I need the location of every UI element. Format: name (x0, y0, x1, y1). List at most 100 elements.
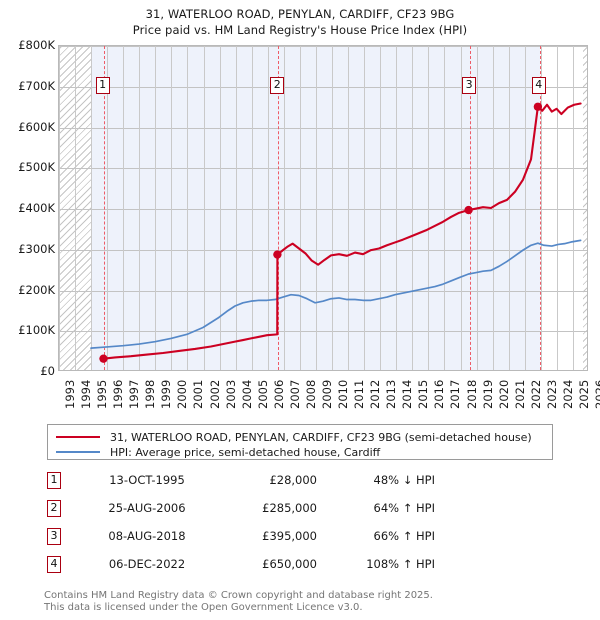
row-sale-price: £395,000 (262, 529, 317, 543)
transaction-point-marker[interactable] (533, 102, 543, 111)
gridline-vertical (300, 46, 301, 370)
x-axis-tick-label: 2004 (239, 379, 254, 409)
gridline-vertical (204, 46, 205, 370)
x-axis-tick-label: 2025 (576, 379, 591, 409)
x-axis-tick-label: 2021 (512, 379, 527, 409)
table-row[interactable]: 4 06-DEC-2022 £650,000 108% ↑ HPI (47, 554, 467, 582)
y-axis-tick-label: £700K (18, 78, 55, 93)
page-title: 31, WATERLOO ROAD, PENYLAN, CARDIFF, CF2… (0, 6, 600, 38)
y-axis-tick-label: £0 (40, 364, 55, 378)
footer-line-licence: This data is licensed under the Open Gov… (44, 602, 363, 613)
gridline-vertical (380, 46, 381, 370)
x-axis-tick-label: 2015 (416, 379, 431, 409)
event-badge-4[interactable]: 4 (531, 77, 546, 94)
gridline-vertical (187, 46, 188, 370)
x-axis-tick-label: 2009 (319, 379, 334, 409)
row-hpi-comparison: 66% ↑ HPI (373, 529, 435, 543)
x-axis-tick-label: 2014 (400, 379, 415, 409)
chart-legend: 31, WATERLOO ROAD, PENYLAN, CARDIFF, CF2… (47, 424, 553, 460)
x-axis-tick-label: 2024 (560, 379, 575, 409)
gridline-vertical (509, 46, 510, 370)
row-hpi-comparison: 108% ↑ HPI (366, 557, 435, 571)
x-axis-tick-label: 1994 (79, 379, 94, 409)
gridline-vertical (525, 46, 526, 370)
row-index-badge: 2 (47, 500, 61, 517)
x-axis-tick-label: 2002 (207, 379, 222, 409)
gridline-horizontal (59, 291, 587, 292)
x-axis-tick-label: 2001 (191, 379, 206, 409)
x-axis-tick-label: 2003 (223, 379, 238, 409)
gridline-vertical (59, 46, 60, 370)
event-badge-3[interactable]: 3 (462, 77, 477, 94)
y-axis-tick-label: £400K (18, 201, 55, 215)
title-line-address: 31, WATERLOO ROAD, PENYLAN, CARDIFF, CF2… (145, 7, 455, 21)
legend-label-hpi: HPI: Average price, semi-detached house,… (110, 445, 381, 459)
gridline-vertical (364, 46, 365, 370)
transaction-point-marker[interactable] (464, 205, 473, 215)
gridline-vertical (75, 46, 76, 370)
x-axis-tick-label: 2016 (432, 379, 447, 409)
gridline-vertical (171, 46, 172, 370)
x-axis-tick-label: 2017 (448, 379, 463, 409)
transaction-point-marker[interactable] (99, 354, 108, 363)
gridline-vertical (107, 46, 108, 370)
footer-line-copyright: Contains HM Land Registry data © Crown c… (44, 590, 433, 601)
gridline-horizontal (59, 168, 587, 169)
series-polyline (91, 240, 581, 348)
gridline-vertical (220, 46, 221, 370)
x-axis-tick-label: 2011 (352, 379, 367, 409)
legend-swatch-hpi (56, 451, 100, 453)
x-axis-tick-label: 1995 (95, 379, 110, 409)
event-badge-1[interactable]: 1 (95, 77, 110, 94)
x-axis-tick-label: 2026 (593, 379, 600, 409)
row-index-badge: 3 (47, 528, 61, 545)
row-sale-date: 25-AUG-2006 (108, 501, 186, 515)
row-sale-date: 13-OCT-1995 (109, 473, 185, 487)
table-row[interactable]: 1 13-OCT-1995 £28,000 48% ↓ HPI (47, 470, 467, 498)
x-axis-tick-label: 2005 (255, 379, 270, 409)
table-row[interactable]: 3 08-AUG-2018 £395,000 66% ↑ HPI (47, 526, 467, 554)
row-hpi-comparison: 64% ↑ HPI (373, 501, 435, 515)
row-index-badge: 1 (47, 472, 61, 489)
x-axis-tick-label: 2013 (384, 379, 399, 409)
gridline-vertical (91, 46, 92, 370)
gridline-horizontal (59, 331, 587, 332)
gridline-vertical (493, 46, 494, 370)
transaction-point-marker[interactable] (273, 250, 282, 259)
x-axis-tick-label: 2008 (303, 379, 318, 409)
table-row[interactable]: 2 25-AUG-2006 £285,000 64% ↑ HPI (47, 498, 467, 526)
x-axis-tick-label: 2022 (528, 379, 543, 409)
x-axis-tick-label: 2006 (271, 379, 286, 409)
gridline-vertical (123, 46, 124, 370)
chart-plot-area[interactable] (58, 45, 588, 371)
gridline-vertical (461, 46, 462, 370)
x-axis-tick-label: 2000 (175, 379, 190, 409)
y-axis-tick-label: £100K (18, 323, 55, 338)
legend-swatch-price-paid (56, 436, 100, 438)
x-axis-tick-label: 1996 (111, 379, 126, 409)
transactions-table: 1 13-OCT-1995 £28,000 48% ↓ HPI 2 25-AUG-2006… (47, 470, 467, 582)
x-axis-tick-label: 2019 (480, 379, 495, 409)
x-axis-tick-label: 2007 (287, 379, 302, 409)
gridline-vertical (155, 46, 156, 370)
row-sale-date: 08-AUG-2018 (108, 529, 186, 543)
series-lines (59, 46, 587, 363)
gridline-horizontal (59, 87, 587, 88)
gridline-vertical (444, 46, 445, 370)
y-axis-tick-label: £200K (18, 282, 55, 297)
data-coverage-band (91, 46, 540, 370)
no-data-region-right (582, 46, 587, 370)
gridline-vertical (557, 46, 558, 370)
x-axis-tick-label: 1993 (63, 379, 77, 409)
y-axis-tick-label: £300K (18, 241, 55, 256)
event-badge-2[interactable]: 2 (270, 77, 285, 94)
row-sale-price: £28,000 (269, 473, 317, 487)
x-axis-tick-label: 1998 (143, 379, 158, 409)
footer-attribution: Contains HM Land Registry data © Crown c… (44, 590, 584, 614)
gridline-vertical (316, 46, 317, 370)
gridline-vertical (412, 46, 413, 370)
gridline-vertical (348, 46, 349, 370)
gridline-vertical (284, 46, 285, 370)
x-axis-tick-label: 2020 (496, 379, 511, 409)
x-axis-tick-label: 2010 (336, 379, 351, 409)
